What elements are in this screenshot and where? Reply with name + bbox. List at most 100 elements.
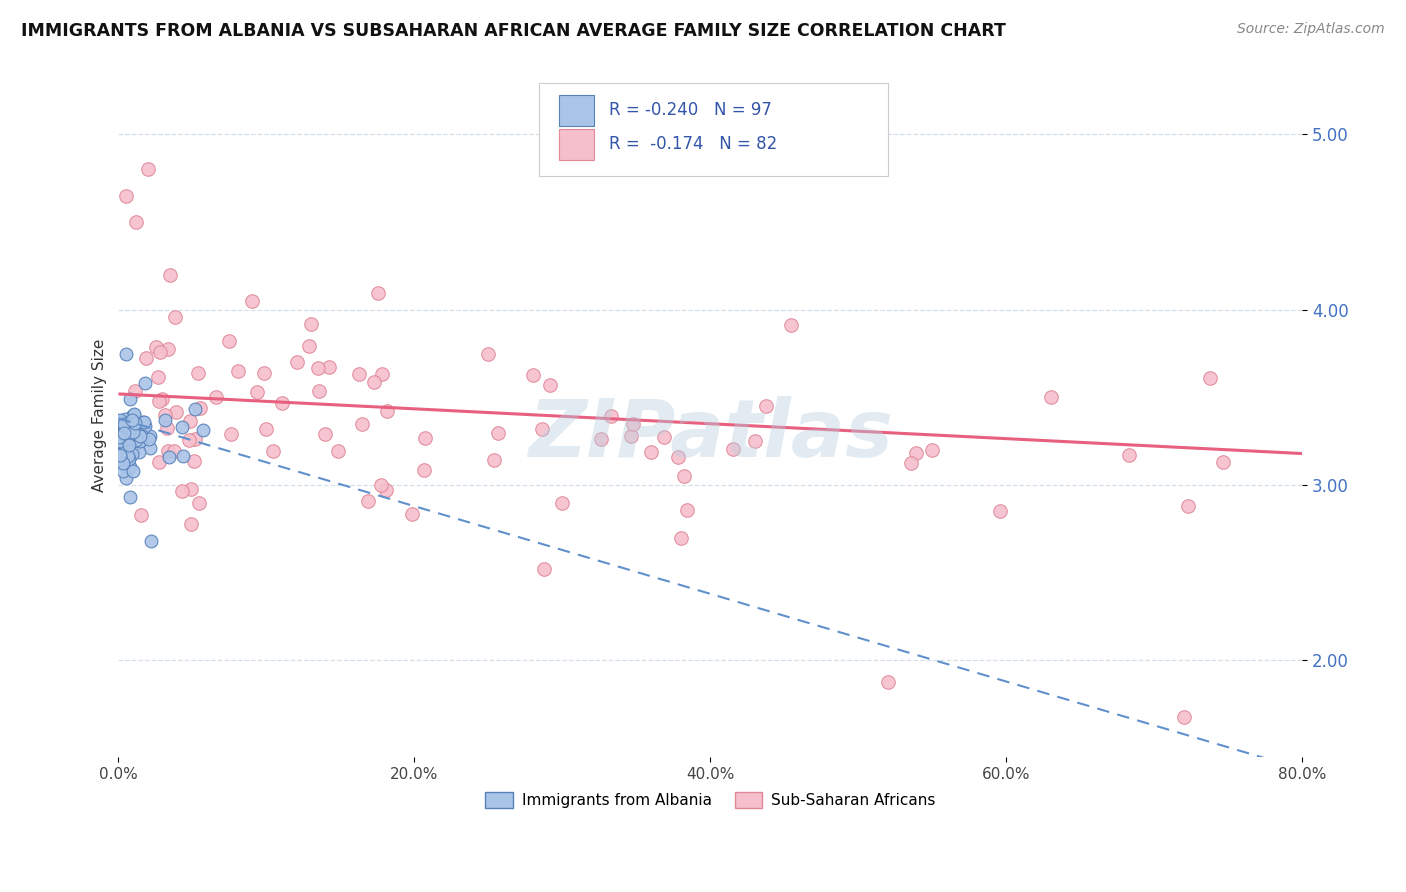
Point [1039,391,1062,405]
Point [125,215,148,229]
Point [669,531,692,545]
Point [180,517,202,532]
FancyBboxPatch shape [538,83,889,176]
Point [117,442,139,457]
Point [115,346,138,360]
Point [111,427,134,442]
Point [352,417,374,431]
Point [254,422,277,436]
Point [121,464,143,478]
Point [111,438,134,452]
Point [108,434,131,449]
Point [375,404,398,418]
Point [129,508,152,522]
Point [122,443,145,458]
Point [115,430,138,444]
Point [262,443,284,458]
Point [187,496,209,510]
Point [600,409,623,424]
Point [370,477,392,491]
Point [108,415,131,429]
Point [108,431,131,445]
Point [988,504,1011,518]
Point [318,359,340,374]
Point [357,494,380,508]
Point [111,445,134,459]
Point [170,483,193,498]
Point [155,408,177,422]
Point [114,433,136,447]
Point [1199,371,1222,385]
FancyBboxPatch shape [558,95,595,126]
Point [271,396,294,410]
Point [652,430,675,444]
Point [165,405,187,419]
Point [755,399,778,413]
Text: IMMIGRANTS FROM ALBANIA VS SUBSAHARAN AFRICAN AVERAGE FAMILY SIZE CORRELATION CH: IMMIGRANTS FROM ALBANIA VS SUBSAHARAN AF… [21,22,1005,40]
Point [221,426,243,441]
Point [115,436,138,450]
Point [148,455,170,469]
Point [112,417,135,431]
Point [111,464,134,478]
Point [110,449,132,463]
Point [159,268,181,282]
Point [155,420,177,434]
Point [145,340,167,354]
Point [240,293,263,308]
Point [111,456,134,470]
Point [298,339,321,353]
Point [118,438,141,452]
Point [538,378,561,392]
Point [591,433,613,447]
Point [121,418,143,433]
Point [114,438,136,452]
Point [484,453,506,467]
Point [117,437,139,451]
Point [374,483,396,497]
Point [124,417,146,432]
Point [179,414,201,428]
Point [110,448,132,462]
Point [115,451,138,466]
Point [114,426,136,441]
Point [780,318,803,332]
Point [187,367,209,381]
Point [905,445,928,459]
Point [253,366,276,380]
Point [120,491,142,505]
Point [157,444,180,458]
Point [110,430,132,444]
Point [115,439,138,453]
Point [148,393,170,408]
Point [155,413,177,427]
Point [120,392,142,406]
Point [117,416,139,430]
Point [121,423,143,437]
Point [191,423,214,437]
Point [347,368,370,382]
Point [118,449,141,463]
Point [149,345,172,359]
Point [114,411,136,425]
Y-axis label: Average Family Size: Average Family Size [93,338,107,491]
Point [111,424,134,438]
Point [121,420,143,434]
Point [111,457,134,471]
Point [363,375,385,389]
Point [108,430,131,444]
Point [308,384,330,398]
Point [122,430,145,444]
Point [110,423,132,437]
Point [129,434,152,449]
Point [110,450,132,464]
Point [112,435,135,450]
Point [124,436,146,450]
Point [122,425,145,440]
Point [112,420,135,434]
Point [112,428,135,442]
Text: ZIPatlas: ZIPatlas [527,396,893,475]
Point [156,342,179,356]
Point [183,454,205,468]
Point [163,444,186,458]
